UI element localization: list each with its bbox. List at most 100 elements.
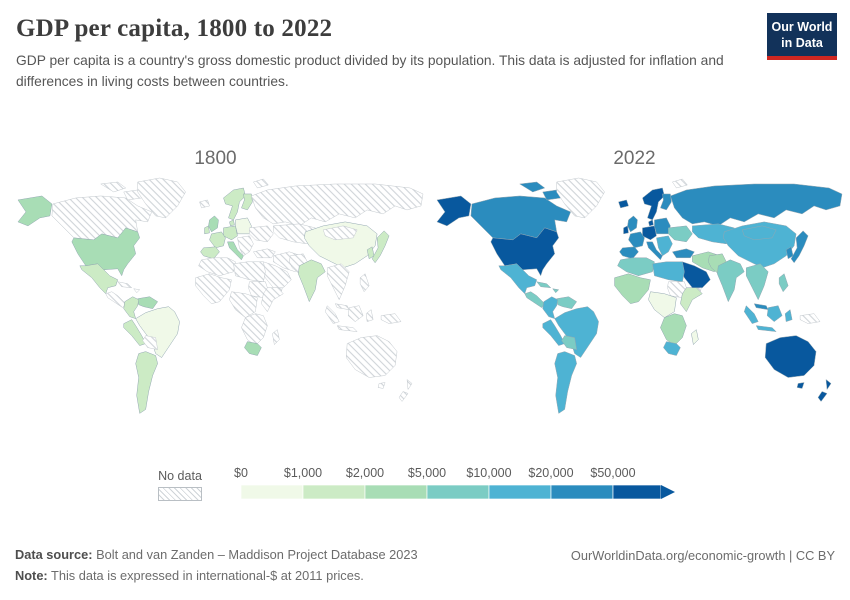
region-italy[interactable]	[646, 241, 663, 261]
region-new-zealand[interactable]	[817, 379, 832, 403]
region-sulawesi[interactable]	[784, 309, 793, 323]
region-south-africa[interactable]	[244, 341, 262, 357]
region-sumatra[interactable]	[743, 305, 759, 325]
region-morocco-algeria[interactable]	[198, 257, 236, 277]
region-philippines[interactable]	[778, 273, 789, 293]
region-norway-sweden[interactable]	[223, 188, 246, 221]
region-iceland[interactable]	[618, 200, 629, 209]
region-uk[interactable]	[208, 216, 219, 233]
region-sumatra[interactable]	[324, 305, 340, 325]
legend-band-1[interactable]	[240, 484, 304, 500]
region-brazil[interactable]	[554, 306, 599, 359]
region-libya-egypt[interactable]	[652, 261, 685, 283]
region-hispaniola[interactable]	[133, 288, 140, 294]
region-cuba[interactable]	[536, 281, 551, 289]
region-italy[interactable]	[227, 241, 244, 261]
region-libya-egypt[interactable]	[233, 261, 266, 283]
legend-band-7[interactable]	[612, 484, 662, 500]
region-tasmania[interactable]	[796, 382, 805, 390]
region-borneo[interactable]	[766, 305, 783, 323]
region-ukraine-east-europe[interactable]	[668, 226, 693, 243]
region-east-africa[interactable]	[680, 287, 703, 313]
region-denmark[interactable]	[648, 220, 654, 227]
legend-band-2[interactable]	[302, 484, 366, 500]
region-tasmania[interactable]	[377, 382, 386, 390]
region-central-africa[interactable]	[648, 291, 677, 319]
region-central-america[interactable]	[105, 291, 126, 309]
region-mongolia[interactable]	[741, 226, 777, 241]
region-mainland-se-asia[interactable]	[326, 263, 350, 301]
region-poland-baltics[interactable]	[235, 218, 252, 235]
region-borneo[interactable]	[347, 305, 364, 323]
region-japan[interactable]	[790, 230, 809, 264]
region-malaysia[interactable]	[753, 303, 769, 311]
region-uk[interactable]	[627, 216, 638, 233]
region-china[interactable]	[304, 222, 378, 269]
region-bolivia[interactable]	[142, 335, 158, 351]
region-malaysia[interactable]	[334, 303, 350, 311]
region-central-america[interactable]	[524, 291, 545, 309]
region-ukraine-east-europe[interactable]	[249, 226, 274, 243]
owid-logo[interactable]: Our World in Data	[767, 13, 837, 61]
region-philippines[interactable]	[359, 273, 370, 293]
region-hispaniola[interactable]	[552, 288, 559, 294]
region-russia[interactable]	[251, 184, 424, 227]
region-france[interactable]	[209, 231, 226, 249]
region-morocco-algeria[interactable]	[617, 257, 655, 277]
region-ireland[interactable]	[623, 226, 629, 235]
legend-band-4[interactable]	[426, 484, 490, 500]
legend-band-3[interactable]	[364, 484, 428, 500]
region-madagascar[interactable]	[691, 329, 699, 346]
region-madagascar[interactable]	[272, 329, 280, 346]
region-cuba[interactable]	[117, 281, 132, 289]
region-greenland[interactable]	[137, 178, 186, 219]
region-southern-africa[interactable]	[660, 313, 687, 347]
region-west-africa[interactable]	[614, 273, 651, 305]
region-india[interactable]	[298, 259, 326, 303]
region-svalbard[interactable]	[672, 179, 688, 189]
region-greenland[interactable]	[556, 178, 605, 219]
region-new-guinea[interactable]	[799, 313, 821, 325]
region-finland[interactable]	[241, 194, 253, 211]
data-source-text[interactable]: Bolt and van Zanden – Maddison Project D…	[92, 547, 418, 563]
region-alaska[interactable]	[436, 196, 472, 227]
region-new-zealand[interactable]	[398, 379, 413, 403]
legend-band-5[interactable]	[488, 484, 552, 500]
region-iberia[interactable]	[200, 246, 220, 260]
region-brazil[interactable]	[135, 306, 180, 359]
region-mainland-se-asia[interactable]	[745, 263, 769, 301]
region-venezuela[interactable]	[556, 296, 577, 310]
region-finland[interactable]	[660, 194, 672, 211]
region-alaska[interactable]	[17, 196, 53, 227]
region-iberia[interactable]	[619, 246, 639, 260]
region-turkey[interactable]	[253, 248, 276, 259]
region-argentina-chile[interactable]	[554, 351, 577, 415]
region-india[interactable]	[717, 259, 745, 303]
region-japan[interactable]	[371, 230, 390, 264]
region-east-africa[interactable]	[261, 287, 284, 313]
region-svalbard[interactable]	[253, 179, 269, 189]
region-poland-baltics[interactable]	[654, 218, 671, 235]
region-denmark[interactable]	[229, 220, 235, 227]
region-france[interactable]	[628, 231, 645, 249]
region-australia[interactable]	[764, 335, 817, 379]
region-turkey[interactable]	[672, 248, 695, 259]
region-iceland[interactable]	[199, 200, 210, 209]
footer-link[interactable]: OurWorldinData.org/economic-growth | CC …	[570, 548, 835, 564]
region-ireland[interactable]	[204, 226, 210, 235]
region-java[interactable]	[755, 325, 777, 333]
region-java[interactable]	[336, 325, 358, 333]
region-sulawesi[interactable]	[365, 309, 374, 323]
region-china[interactable]	[723, 222, 797, 269]
region-russia[interactable]	[670, 184, 843, 227]
region-colombia[interactable]	[123, 296, 139, 320]
region-mexico[interactable]	[498, 263, 537, 295]
region-balkans[interactable]	[237, 235, 254, 257]
region-australia[interactable]	[345, 335, 398, 379]
region-west-africa[interactable]	[195, 273, 232, 305]
region-norway-sweden[interactable]	[642, 188, 665, 221]
region-south-africa[interactable]	[663, 341, 681, 357]
legend-no-data-block[interactable]: No data	[158, 469, 202, 501]
region-balkans[interactable]	[656, 235, 673, 257]
region-colombia[interactable]	[542, 296, 558, 320]
